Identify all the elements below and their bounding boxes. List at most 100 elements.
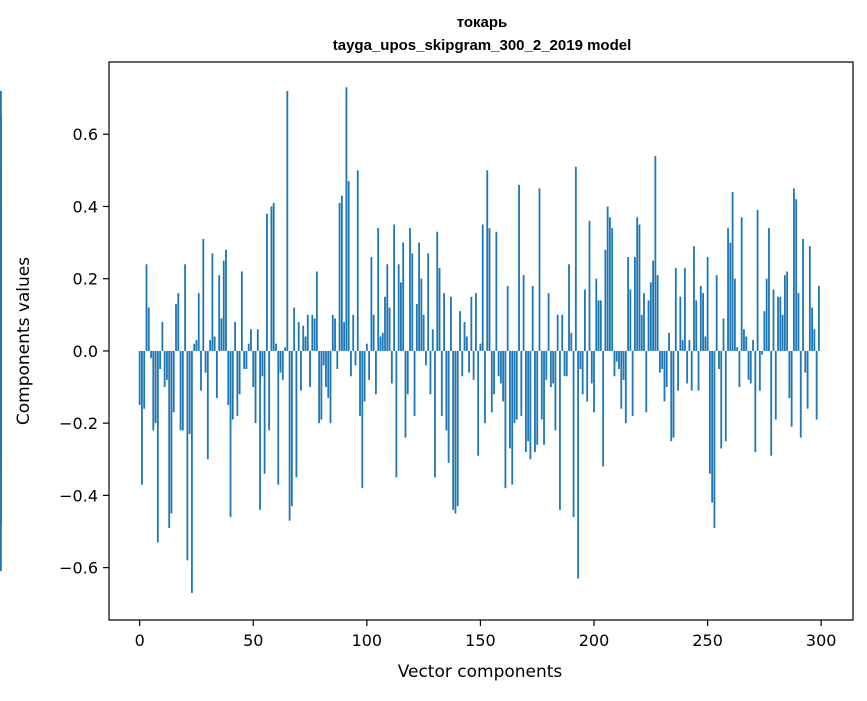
bar (184, 264, 187, 351)
bar (758, 350, 761, 391)
bar (534, 350, 536, 453)
x-axis-ticks: 0 50 100 150 200 250 300 (135, 620, 836, 650)
bar (665, 350, 668, 388)
bar (613, 350, 616, 377)
bar (354, 350, 357, 366)
bar (811, 307, 814, 351)
bar (736, 347, 739, 351)
bar (477, 350, 480, 456)
bar (436, 231, 439, 351)
bar (418, 242, 421, 351)
bar (797, 293, 800, 351)
bar (484, 350, 486, 424)
bar (409, 228, 411, 351)
bar (543, 350, 545, 445)
bar (204, 350, 207, 373)
bar (513, 350, 516, 424)
bar (445, 350, 448, 431)
bar (547, 293, 550, 351)
bar (683, 267, 686, 351)
bar (247, 343, 250, 351)
bar (443, 293, 445, 351)
bar (379, 336, 382, 351)
bar (531, 285, 534, 351)
bar (724, 350, 727, 442)
bar (499, 350, 502, 384)
bar (658, 350, 661, 373)
bar (802, 238, 804, 351)
bar (263, 350, 266, 474)
y-tick-label: −0.2 (59, 414, 98, 433)
bar (688, 340, 691, 351)
bar (434, 350, 436, 478)
bar (293, 307, 296, 351)
bar (368, 350, 371, 380)
bar (268, 350, 271, 431)
bar (756, 210, 759, 351)
bar (577, 350, 580, 579)
bar (752, 340, 754, 351)
bar (186, 350, 189, 561)
bar (718, 350, 720, 369)
bar (381, 332, 384, 351)
bar (538, 188, 541, 351)
bar (322, 350, 325, 366)
bar (191, 350, 193, 593)
chart-subtitle: tayga_upos_skipgram_300_2_2019 model (333, 37, 632, 54)
bar (804, 350, 807, 373)
bar (609, 217, 611, 351)
bar (306, 314, 309, 351)
bar (770, 350, 773, 456)
bar (690, 350, 693, 391)
bar (359, 350, 361, 416)
bar (429, 350, 432, 395)
bar (661, 350, 664, 369)
bar (168, 350, 171, 528)
bar (515, 350, 518, 420)
bar (370, 257, 373, 351)
bar (711, 350, 714, 503)
bar (415, 303, 418, 351)
bar (431, 329, 434, 351)
bar (427, 253, 430, 351)
bar (459, 311, 461, 351)
bar (549, 350, 552, 388)
bar (400, 282, 402, 351)
bar (774, 350, 777, 420)
bar (288, 350, 291, 521)
bar (654, 155, 657, 351)
bar (272, 202, 275, 351)
bar (384, 296, 386, 351)
bar (672, 350, 675, 438)
bar (0, 350, 2, 406)
bar (808, 246, 811, 351)
bar (300, 350, 302, 391)
bar (722, 318, 725, 351)
bar (634, 257, 636, 351)
bar (518, 184, 520, 351)
x-tick-label: 150 (465, 631, 496, 650)
bar (152, 350, 155, 431)
x-tick-label: 100 (352, 631, 383, 650)
bar (708, 350, 711, 474)
bar (343, 322, 346, 351)
bar (738, 350, 741, 388)
chart-title: токарь (457, 14, 508, 31)
y-tick-label: 0.2 (73, 270, 98, 289)
bar (733, 278, 736, 351)
bar (138, 350, 141, 406)
bar (449, 296, 452, 351)
bar (772, 289, 775, 351)
bar (411, 253, 414, 351)
bar (327, 350, 330, 398)
bar (206, 350, 209, 460)
bar (624, 350, 627, 424)
bar (777, 296, 779, 351)
bar (363, 350, 366, 402)
bar (243, 350, 246, 369)
y-axis-label: Components values (14, 257, 34, 425)
bar (674, 267, 677, 351)
bar (779, 296, 782, 351)
y-tick-label: 0.4 (73, 197, 98, 216)
x-tick-label: 250 (692, 631, 723, 650)
